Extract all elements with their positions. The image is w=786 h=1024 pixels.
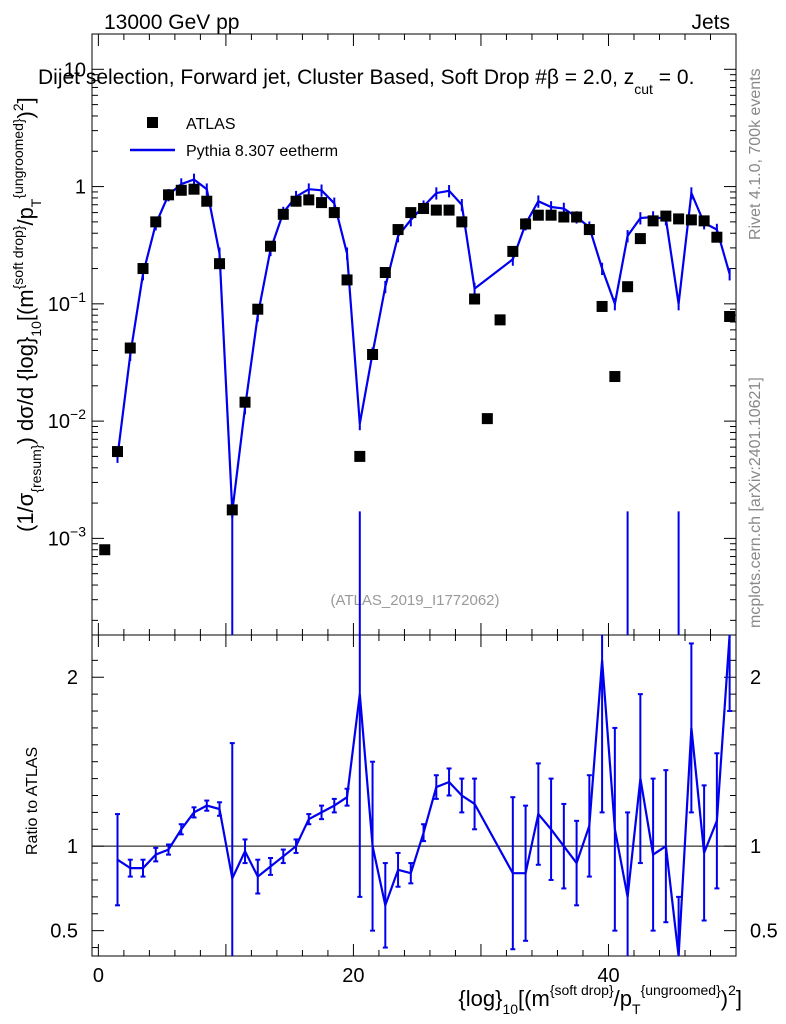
ratio-axis-ticks: 0 20 40 0.5 0.5 1 1 2 2 xyxy=(50,635,778,987)
x-tick-label: 0 xyxy=(93,965,104,987)
data-point xyxy=(622,281,634,293)
ratio-y-tick-label-right: 1 xyxy=(750,836,761,858)
data-point xyxy=(711,231,723,243)
ratio-y-tick-label-right: 0.5 xyxy=(750,921,778,943)
y-tick-label: 10−3 xyxy=(48,523,86,550)
y-tick-label: 10−1 xyxy=(48,289,86,316)
data-point xyxy=(634,233,646,245)
x-tick-label: 20 xyxy=(342,965,364,987)
data-point xyxy=(137,263,149,275)
data-point xyxy=(443,204,455,216)
data-point xyxy=(596,300,608,312)
energy-label: 13000 GeV pp xyxy=(104,11,239,34)
data-point xyxy=(99,544,111,556)
main-axis-ticks: 10−3 10−2 10−1 1 10 xyxy=(48,33,737,635)
mc-line xyxy=(116,178,731,512)
data-point xyxy=(201,195,213,207)
analysis-id-label: (ATLAS_2019_I1772062) xyxy=(330,592,499,609)
data-point xyxy=(481,413,493,425)
data-point xyxy=(150,216,162,228)
data-point xyxy=(532,209,544,221)
data-point xyxy=(405,207,417,219)
data-point xyxy=(112,446,124,458)
data-point xyxy=(660,210,672,222)
data-point xyxy=(430,204,442,216)
legend-data-marker xyxy=(147,117,158,128)
data-point xyxy=(392,224,404,236)
x-tick-label: 40 xyxy=(597,965,619,987)
data-point xyxy=(239,396,251,408)
ratio-y-axis-label: Ratio to ATLAS xyxy=(24,747,41,855)
data-point xyxy=(456,216,468,228)
main-y-axis-label: (1/σ{resum}) dσ/d {log}10[(m{soft drop}/… xyxy=(10,97,44,532)
y-tick-label: 10 xyxy=(64,59,86,81)
data-point xyxy=(290,195,302,207)
legend-mc-label: Pythia 8.307 eetherm xyxy=(186,143,338,160)
ratio-y-tick-label: 2 xyxy=(67,667,78,689)
data-point xyxy=(367,348,379,360)
data-point xyxy=(252,303,264,315)
data-point xyxy=(341,274,353,286)
data-point xyxy=(124,342,136,354)
data-point xyxy=(265,240,277,252)
legend-data-label: ATLAS xyxy=(186,116,236,133)
data-point xyxy=(316,197,328,209)
data-point xyxy=(328,207,340,219)
data-point xyxy=(354,450,366,462)
ratio-y-tick-label-right: 2 xyxy=(750,667,761,689)
data-point xyxy=(507,245,519,257)
process-label: Jets xyxy=(691,11,730,34)
ratio-series xyxy=(92,634,736,957)
data-point xyxy=(571,211,583,223)
mcplots-label: mcplots.cern.ch [arXiv:2401.10621] xyxy=(747,377,764,628)
y-tick-label: 1 xyxy=(75,177,86,199)
data-point xyxy=(494,314,506,326)
rivet-version-label: Rivet 4.1.0, 700k events xyxy=(747,68,764,240)
data-point xyxy=(418,203,430,215)
data-point xyxy=(698,215,710,227)
data-point xyxy=(379,267,391,279)
ratio-y-tick-label: 0.5 xyxy=(50,921,78,943)
plot-title: Dijet selection, Forward jet, Cluster Ba… xyxy=(38,66,694,97)
data-point xyxy=(724,310,736,322)
data-point xyxy=(673,213,685,225)
data-point xyxy=(303,194,315,206)
data-point xyxy=(277,208,289,220)
x-axis-label: {log}10[(m{soft drop}/pT{ungroomed})2] xyxy=(458,982,742,1017)
data-point xyxy=(214,258,226,270)
data-point xyxy=(545,209,557,221)
data-point xyxy=(685,214,697,226)
data-point xyxy=(226,504,238,516)
data-point xyxy=(188,183,200,195)
data-point xyxy=(520,218,532,230)
ratio-y-tick-label: 1 xyxy=(67,836,78,858)
data-point xyxy=(609,371,621,383)
data-point xyxy=(583,224,595,236)
data-series xyxy=(99,183,736,556)
data-point xyxy=(163,189,175,201)
y-tick-label: 10−2 xyxy=(48,406,86,433)
ratio-line xyxy=(116,634,731,957)
data-point xyxy=(558,211,570,223)
data-point xyxy=(469,293,481,305)
data-point xyxy=(175,184,187,196)
data-point xyxy=(647,215,659,227)
